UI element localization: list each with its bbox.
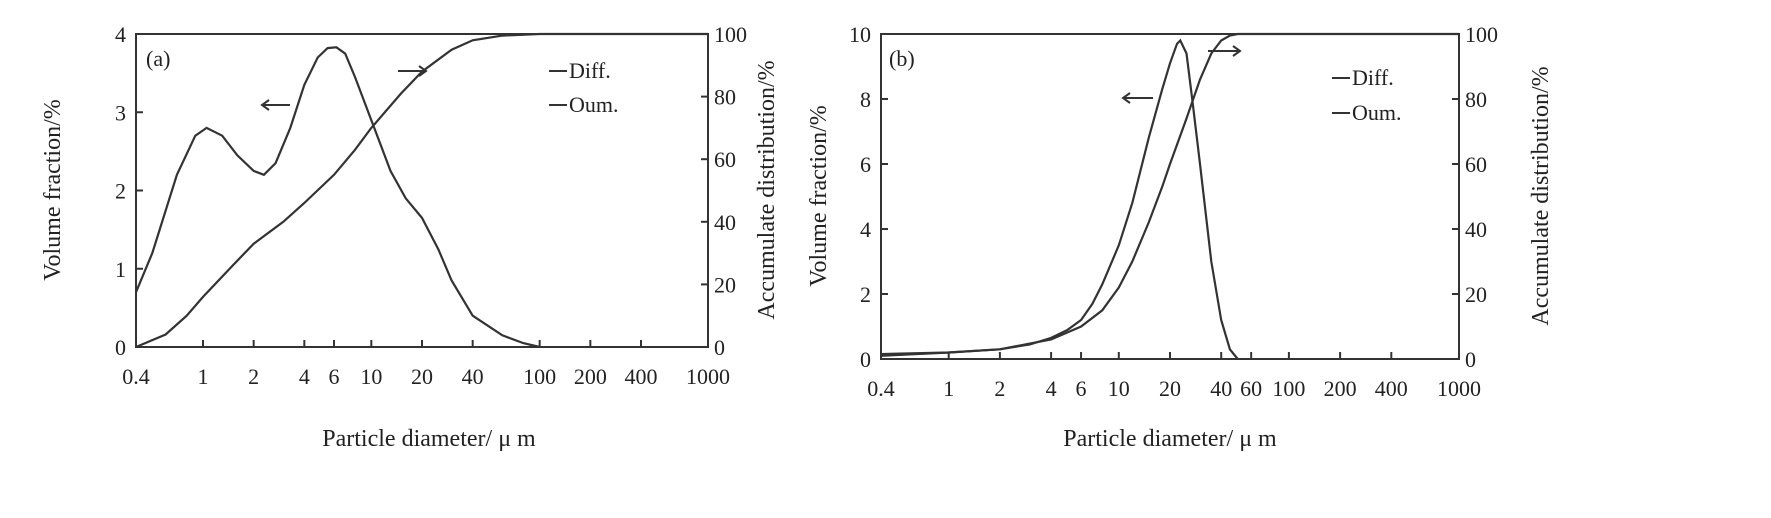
x-tick-label: 6 [328,364,339,389]
y-tick-label: 8 [860,87,871,112]
panel-a-arrow-right [398,65,428,77]
panel-b-x-ticks: 0.4 1 2 4 6 10 20 40 60 100 200 400 1000 [867,352,1481,401]
y2-tick-label: 40 [714,210,736,235]
y-tick-label: 0 [860,347,871,372]
x-tick-label: 2 [994,376,1005,401]
panel-b-arrow-left [1121,92,1153,104]
y-tick-label: 6 [860,152,871,177]
series-oum-line [880,32,1459,356]
y2-tick-label: 80 [1465,87,1487,112]
panel-a-y-ticks: 0 1 2 3 4 [115,22,143,360]
x-tick-label: 400 [1375,376,1408,401]
panel-a-legend-oum-label: Oum. [569,92,619,117]
x-tick-label: 40 [462,364,484,389]
panel-b-x-axis-label: Particle diameter/ μ m [1063,426,1277,452]
y-tick-label: 0 [115,335,126,360]
y-tick-label: 4 [860,217,871,242]
x-tick-label: 10 [1108,376,1130,401]
x-tick-label: 10 [360,364,382,389]
panel-b-legend: Diff. Oum. [1332,65,1402,125]
y2-tick-label: 40 [1465,217,1487,242]
panel-a-y2-axis-label: Accumulate distribution/% [754,60,780,319]
y2-tick-label: 60 [714,147,736,172]
panel-b-legend-diff-label: Diff. [1352,65,1394,90]
x-tick-label: 20 [411,364,433,389]
panel-a-curves [134,32,708,349]
y-tick-label: 2 [860,282,871,307]
panel-b-y-axis-label: Volume fraction/% [806,105,832,287]
y2-tick-label: 60 [1465,152,1487,177]
panel-a-legend-diff-label: Diff. [569,58,611,83]
panel-b-y2-ticks: 0 20 40 60 80 100 [1452,22,1498,372]
y2-tick-label: 20 [1465,282,1487,307]
x-tick-label: 0.4 [122,364,150,389]
x-tick-label: 60 [1240,376,1262,401]
y-tick-label: 2 [115,179,126,204]
panel-a-x-axis-label: Particle diameter/ μ m [322,426,536,452]
panel-a-legend: Diff. Oum. [549,58,619,117]
x-tick-label: 1000 [686,364,730,389]
panel-a-y-axis-label: Volume fraction/% [40,99,66,281]
panel-a-y2-ticks: 0 20 40 60 80 100 [701,22,747,360]
y-tick-label: 10 [849,22,871,47]
x-tick-label: 1 [943,376,954,401]
panel-b-legend-oum-label: Oum. [1352,100,1402,125]
series-diff-line [134,46,540,349]
panel-b-y-ticks: 0 2 4 6 8 10 [849,22,888,372]
x-tick-label: 100 [523,364,556,389]
panel-b-arrow-right [1208,45,1242,57]
x-tick-label: 400 [625,364,658,389]
y-tick-label: 1 [115,257,126,282]
y-tick-label: 4 [115,22,126,47]
x-tick-label: 6 [1076,376,1087,401]
x-tick-label: 100 [1272,376,1305,401]
y2-tick-label: 80 [714,85,736,110]
series-oum-line [135,32,708,349]
y2-tick-label: 20 [714,272,736,297]
panel-a-x-ticks: 0.4 1 2 4 6 10 20 40 100 200 400 1000 [122,340,730,389]
x-tick-label: 1 [197,364,208,389]
series-diff-line [880,38,1239,360]
y2-tick-label: 0 [1465,347,1476,372]
panel-a-arrow-left [260,99,290,111]
panel-a-tag: (a) [146,46,170,71]
panel-b-y2-axis-label: Accumulate distribution/% [1528,66,1554,325]
x-tick-label: 200 [1324,376,1357,401]
x-tick-label: 2 [248,364,259,389]
y2-tick-label: 100 [714,22,747,47]
panel-a-plot-frame [135,33,709,348]
x-tick-label: 4 [299,364,310,389]
x-tick-label: 1000 [1437,376,1481,401]
x-tick-label: 40 [1210,376,1232,401]
x-tick-label: 4 [1046,376,1057,401]
y2-tick-label: 100 [1465,22,1498,47]
y-tick-label: 3 [115,100,126,125]
x-tick-label: 20 [1159,376,1181,401]
y2-tick-label: 0 [714,335,725,360]
x-tick-label: 200 [574,364,607,389]
panel-b-tag: (b) [889,46,915,71]
panel-b-curves [880,32,1459,360]
x-tick-label: 0.4 [867,376,895,401]
